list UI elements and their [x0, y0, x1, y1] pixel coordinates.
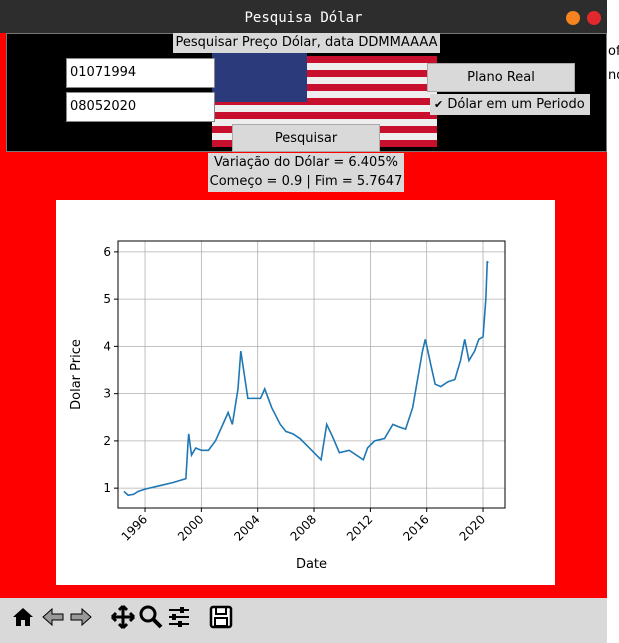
- plot-frame: [117, 240, 506, 509]
- minimize-button[interactable]: [566, 11, 580, 25]
- pan-button[interactable]: [110, 604, 136, 630]
- search-button[interactable]: Pesquisar: [232, 124, 380, 152]
- back-button[interactable]: [40, 604, 66, 630]
- variation-label: Variação do Dólar = 6.405%: [208, 153, 404, 172]
- x-tick-label: 2008: [288, 512, 319, 543]
- y-axis-label: Dolar Price: [69, 339, 84, 410]
- checkbox-label: Dólar em um Periodo: [447, 97, 585, 112]
- data-line: [123, 261, 489, 497]
- range-label: Começo = 0.9 | Fim = 5.7647: [208, 172, 404, 192]
- plano-real-button[interactable]: Plano Real: [427, 63, 575, 92]
- y-tick-label: 4: [103, 339, 111, 353]
- y-tick-label: 1: [103, 481, 111, 495]
- title-bar: Pesquisa Dólar: [0, 0, 607, 33]
- zoom-button[interactable]: [138, 604, 164, 630]
- chart: 1 2 3 4 5 6 1996 2000 2004 2008 2012 2016 2020 Date Do…: [56, 200, 555, 585]
- x-axis-label: Date: [296, 557, 327, 572]
- y-tick-label: 2: [103, 434, 111, 448]
- bg-text: nd: [608, 68, 619, 83]
- forward-button[interactable]: [68, 604, 94, 630]
- x-tick-label: 2012: [344, 512, 375, 543]
- home-button[interactable]: [10, 604, 36, 630]
- bg-text: of: [608, 44, 619, 59]
- period-checkbox[interactable]: ✔ Dólar em um Periodo: [430, 94, 590, 115]
- close-button[interactable]: [587, 11, 601, 25]
- x-tick-label: 2020: [457, 512, 488, 543]
- toolbar: [0, 598, 607, 643]
- x-tick-label: 2016: [400, 512, 431, 543]
- x-tick-label: 2000: [175, 512, 206, 543]
- x-tick-label: 2004: [231, 512, 262, 543]
- save-button[interactable]: [208, 604, 234, 630]
- configure-button[interactable]: [166, 604, 192, 630]
- end-date-entry[interactable]: 08052020: [66, 92, 215, 122]
- y-tick-label: 3: [103, 387, 111, 401]
- window-title: Pesquisa Dólar: [244, 10, 363, 26]
- x-tick-label: 1996: [119, 512, 150, 543]
- y-tick-label: 5: [103, 292, 111, 306]
- prompt-label: Pesquisar Preço Dólar, data DDMMAAAA: [173, 33, 440, 53]
- y-tick-label: 6: [103, 245, 111, 259]
- start-date-entry[interactable]: 01071994: [66, 58, 215, 88]
